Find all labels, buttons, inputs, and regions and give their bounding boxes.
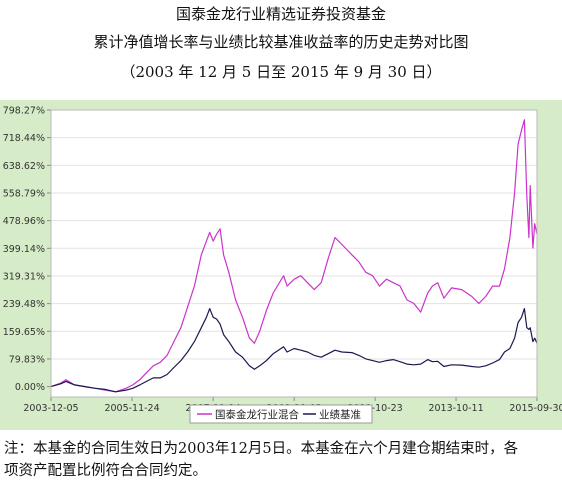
chart-subtitle: 累计净值增长率与业绩比较基准收益率的历史走势对比图	[93, 33, 469, 51]
plot-area	[51, 110, 537, 397]
benchmark-line	[50, 308, 538, 393]
fund-line	[50, 119, 538, 393]
y-tick-label: 558.79%	[3, 188, 45, 199]
y-tick-label: 0.00%	[15, 382, 45, 393]
footnote-line-1: 注：本基金的合同生效日为2003年12月5日。本基金在六个月建仓期结束时，各	[4, 441, 519, 457]
y-tick-label: 638.62%	[3, 161, 45, 172]
y-tick-label: 478.96%	[3, 216, 45, 227]
y-tick-label: 798.27%	[3, 106, 45, 117]
y-tick-label: 159.65%	[3, 327, 45, 338]
legend-box	[189, 404, 373, 424]
legend: 国泰金龙行业混合 业绩基准	[189, 404, 373, 424]
chart-period: （2003 年 12 月 5 日至 2015 年 9 月 30 日）	[120, 63, 442, 81]
legend-label-fund: 国泰金龙行业混合	[215, 408, 299, 421]
y-tick-label: 718.44%	[3, 133, 45, 144]
y-tick-label: 319.31%	[3, 271, 45, 282]
x-tick-label: 2013-10-11	[428, 403, 483, 414]
y-tick-label: 79.83%	[9, 354, 45, 365]
x-tick-label: 2005-11-24	[104, 403, 159, 414]
x-tick-label: 2015-09-30	[509, 403, 562, 414]
x-tick-label: 2003-12-05	[23, 403, 78, 414]
chart-title: 国泰金龙行业精选证券投资基金	[175, 5, 386, 23]
y-tick-label: 399.14%	[3, 244, 45, 255]
legend-label-benchmark: 业绩基准	[319, 408, 361, 421]
x-tick-label: 2011-10-23	[348, 403, 403, 414]
nav-vs-benchmark-chart: 0.00% 79.83% 159.65% 239.48% 319.31% 399.14% 4…	[0, 100, 562, 430]
series-lines	[50, 119, 538, 393]
y-tick-label: 239.48%	[3, 299, 45, 310]
footnote-line-2: 项资产配置比例符合合同约定。	[4, 463, 207, 479]
plot-border	[50, 109, 538, 398]
y-axis: 0.00% 79.83% 159.65% 239.48% 319.31% 399.14% 4…	[3, 106, 51, 393]
footnote: 注：本基金的合同生效日为2003年12月5日。本基金在六个月建仓期结束时，各 项…	[4, 438, 556, 482]
